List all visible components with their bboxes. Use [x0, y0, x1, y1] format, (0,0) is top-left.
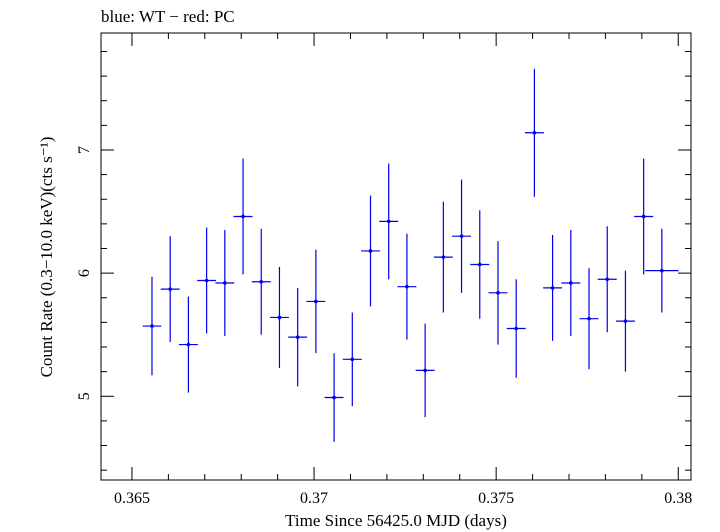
data-point	[168, 287, 172, 291]
data-point	[405, 284, 409, 289]
data-point	[295, 335, 300, 339]
x-axis-label: Time Since 56425.0 MJD (days)	[285, 511, 507, 530]
data-point	[441, 255, 446, 259]
data-point	[368, 249, 373, 253]
x-tick-label: 0.37	[300, 490, 328, 507]
data-point	[587, 316, 591, 321]
data-point	[660, 268, 664, 273]
data-point	[223, 281, 227, 285]
y-tick-label: 6	[76, 269, 93, 277]
data-points	[142, 68, 679, 442]
data-point	[496, 291, 500, 295]
data-point	[605, 277, 610, 282]
axis-tick-labels: 0.365 0.37 0.375 0.38 5 6 7	[76, 146, 692, 507]
data-point	[186, 342, 191, 347]
data-point	[314, 299, 318, 304]
axis-ticks	[101, 33, 691, 480]
data-point	[477, 262, 482, 267]
y-tick-label: 7	[76, 146, 93, 154]
data-point	[204, 278, 209, 283]
data-point	[532, 130, 537, 135]
chart-title: blue: WT − red: PC	[101, 7, 235, 26]
data-point	[350, 357, 355, 362]
data-point	[259, 279, 264, 284]
y-axis-label: Count Rate (0.3−10.0 keV)(cts s⁻¹)	[37, 137, 56, 378]
y-tick-label: 5	[76, 392, 93, 400]
data-point	[514, 326, 518, 331]
x-tick-label: 0.365	[114, 490, 150, 507]
data-point	[241, 214, 245, 219]
data-point	[550, 286, 555, 290]
data-point	[386, 219, 391, 224]
data-point	[277, 315, 282, 320]
data-point	[623, 319, 628, 323]
data-point	[459, 234, 464, 238]
plot-frame	[100, 32, 692, 481]
data-point	[569, 281, 573, 285]
x-tick-label: 0.375	[478, 490, 514, 507]
data-point	[332, 395, 336, 400]
x-tick-label: 0.38	[664, 490, 692, 507]
data-point	[641, 214, 646, 219]
data-point	[150, 324, 154, 328]
data-point	[423, 368, 427, 373]
